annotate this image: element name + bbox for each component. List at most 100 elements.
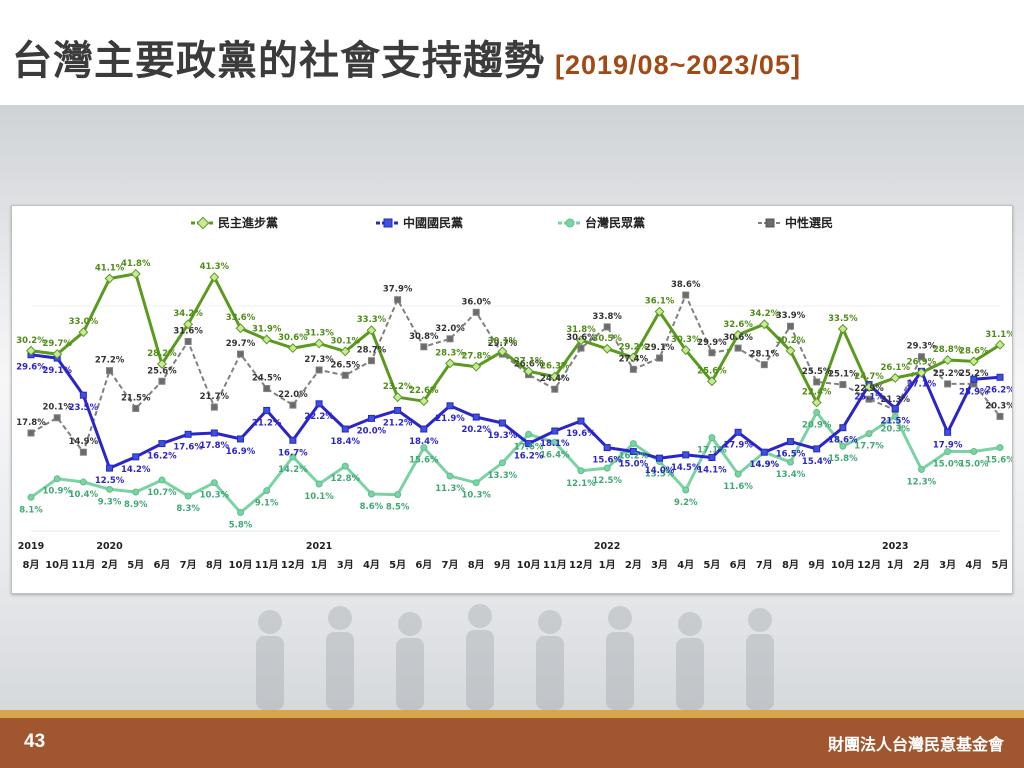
data-point-kmt bbox=[970, 375, 978, 383]
data-label-neutral: 29.1% bbox=[645, 343, 675, 353]
data-label-kmt: 16.2% bbox=[147, 452, 177, 462]
data-label-dpp: 30.3% bbox=[671, 335, 701, 345]
data-point-kmt bbox=[289, 436, 297, 444]
data-label-neutral: 20.1% bbox=[42, 403, 72, 413]
data-label-kmt: 18.4% bbox=[331, 437, 361, 447]
data-label-tpp: 15.0% bbox=[959, 460, 989, 470]
data-point-neutral bbox=[996, 412, 1004, 420]
data-label-neutral: 24.4% bbox=[540, 374, 570, 384]
data-point-dpp bbox=[733, 329, 744, 340]
data-point-dpp bbox=[549, 371, 560, 382]
data-point-neutral bbox=[132, 404, 140, 412]
legend-line-dpp-icon bbox=[191, 216, 215, 229]
data-point-tpp bbox=[551, 438, 559, 446]
data-label-neutral: 38.6% bbox=[671, 280, 701, 290]
data-point-tpp bbox=[498, 459, 506, 467]
x-year-label: 2022 bbox=[594, 541, 620, 552]
data-label-neutral: 25.6% bbox=[147, 366, 177, 376]
data-label-kmt: 14.5% bbox=[671, 463, 701, 473]
data-point-dpp bbox=[995, 339, 1005, 350]
data-point-kmt bbox=[708, 454, 716, 462]
x-tick-label: 3月 bbox=[651, 559, 668, 571]
data-label-tpp: 17.6% bbox=[514, 442, 544, 452]
data-point-dpp bbox=[314, 338, 325, 349]
data-point-tpp bbox=[341, 462, 349, 470]
data-label-dpp: 41.1% bbox=[95, 263, 125, 273]
data-label-dpp: 22.6% bbox=[409, 386, 439, 396]
data-point-kmt bbox=[603, 444, 611, 452]
data-point-dpp bbox=[392, 392, 403, 403]
data-label-neutral: 25.5% bbox=[802, 367, 832, 377]
data-label-kmt: 14.1% bbox=[697, 466, 727, 476]
data-label-tpp: 10.3% bbox=[461, 491, 491, 501]
data-label-dpp: 33.6% bbox=[226, 313, 256, 323]
data-point-dpp bbox=[654, 306, 665, 317]
x-tick-label: 10月 bbox=[831, 559, 855, 571]
data-point-neutral bbox=[786, 322, 794, 330]
data-label-neutral: 25.1% bbox=[828, 370, 858, 380]
data-label-dpp: 29.7% bbox=[42, 339, 72, 349]
data-label-neutral: 27.4% bbox=[619, 354, 649, 364]
data-point-tpp bbox=[446, 472, 454, 480]
data-label-kmt: 17.6% bbox=[173, 442, 203, 452]
data-label-dpp: 25.6% bbox=[697, 366, 727, 376]
data-label-tpp: 13.3% bbox=[488, 471, 518, 481]
data-label-tpp: 8.9% bbox=[124, 500, 148, 510]
data-label-tpp: 13.5% bbox=[645, 469, 675, 479]
x-tick-label: 7月 bbox=[756, 559, 773, 571]
data-point-kmt bbox=[551, 427, 559, 435]
data-label-kmt: 14.0% bbox=[645, 466, 675, 476]
legend-item-kmt: 中國國民黨 bbox=[375, 214, 463, 231]
data-point-neutral bbox=[158, 377, 166, 385]
x-tick-label: 5月 bbox=[703, 559, 720, 571]
data-point-tpp bbox=[394, 491, 402, 499]
data-point-neutral bbox=[367, 357, 375, 365]
data-label-kmt: 21.9% bbox=[435, 414, 465, 424]
data-point-dpp bbox=[156, 359, 167, 369]
data-point-kmt bbox=[629, 448, 637, 456]
data-label-dpp: 30.1% bbox=[488, 336, 518, 346]
data-point-dpp bbox=[706, 376, 717, 387]
data-point-tpp bbox=[367, 490, 375, 498]
data-label-kmt: 15.4% bbox=[802, 457, 832, 467]
data-point-neutral bbox=[682, 291, 690, 299]
data-label-neutral: 29.7% bbox=[226, 339, 256, 349]
x-tick-label: 7月 bbox=[180, 559, 197, 571]
data-point-neutral bbox=[446, 335, 454, 343]
data-point-neutral bbox=[263, 385, 271, 393]
data-point-tpp bbox=[603, 464, 611, 472]
data-point-kmt bbox=[891, 404, 899, 412]
legend-item-dpp: 民主進步黨 bbox=[190, 214, 278, 231]
data-label-kmt: 15.0% bbox=[619, 460, 649, 470]
x-tick-label: 4月 bbox=[677, 559, 694, 571]
data-point-dpp bbox=[445, 358, 455, 369]
data-point-dpp bbox=[811, 397, 822, 408]
legend-item-neutral: 中性選民 bbox=[757, 214, 833, 231]
data-point-kmt bbox=[498, 419, 506, 427]
data-label-kmt: 27.1% bbox=[907, 379, 937, 389]
data-label-tpp: 13.4% bbox=[776, 470, 806, 480]
data-label-kmt: 21.2% bbox=[252, 418, 282, 428]
data-label-dpp: 28.8% bbox=[933, 345, 963, 355]
data-label-neutral: 27.3% bbox=[304, 355, 334, 365]
data-label-kmt: 18.6% bbox=[828, 436, 858, 446]
data-point-dpp bbox=[916, 367, 927, 378]
data-point-tpp bbox=[289, 453, 297, 461]
data-point-dpp bbox=[261, 334, 272, 345]
data-label-kmt: 25.9% bbox=[959, 387, 989, 397]
x-tick-label: 8月 bbox=[468, 559, 485, 571]
data-label-tpp: 17.1% bbox=[697, 446, 727, 456]
data-label-neutral: 30.6% bbox=[723, 333, 753, 343]
data-label-dpp: 32.6% bbox=[723, 320, 753, 330]
x-year-label: 2020 bbox=[96, 541, 123, 552]
data-point-dpp bbox=[26, 345, 36, 356]
data-label-kmt: 15.6% bbox=[592, 456, 622, 466]
data-label-kmt: 12.5% bbox=[95, 476, 125, 486]
data-label-kmt: 16.2% bbox=[514, 452, 544, 462]
data-label-kmt: 20.0% bbox=[357, 426, 387, 436]
data-label-tpp: 8.5% bbox=[386, 503, 410, 513]
data-point-neutral bbox=[917, 353, 925, 361]
x-tick-label: 6月 bbox=[153, 559, 170, 571]
data-label-tpp: 14.2% bbox=[278, 465, 308, 475]
data-label-kmt: 29.1% bbox=[42, 366, 72, 376]
